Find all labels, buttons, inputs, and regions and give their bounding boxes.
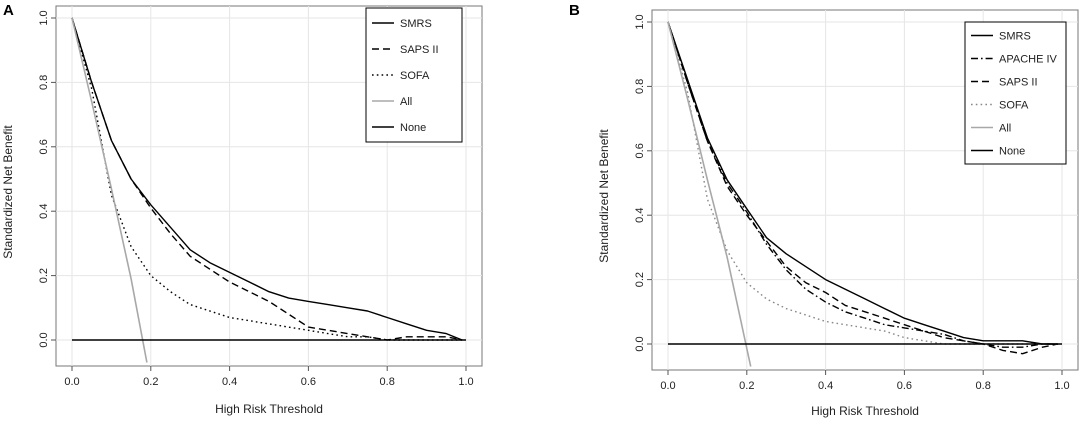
series-line-saps-ii (71, 17, 463, 341)
legend-label-none: None (999, 146, 1025, 158)
x-tick-label: 0.6 (897, 380, 912, 392)
x-tick-label: 0.0 (660, 380, 675, 392)
panel-a: 0.0 0.2 0.4 0.6 0.8 1.0 0.0 0.2 0.4 0.6 0.8 1.0 High… (1, 5, 483, 416)
y-axis-title: Standardized Net Benefit (1, 125, 15, 259)
y-tick-label: 0.4 (38, 204, 50, 219)
x-axis-title: High Risk Threshold (811, 404, 919, 418)
legend-label-smrs: SMRS (400, 18, 432, 30)
series-line-all (667, 21, 752, 367)
y-tick-label: 0.6 (38, 139, 50, 154)
y-tick-label: 1.0 (38, 10, 50, 25)
plot-frame (55, 5, 483, 367)
series-line-smrs (667, 21, 1059, 345)
legend-label-saps-ii: SAPS II (999, 77, 1038, 89)
legend-label-sofa: SOFA (400, 70, 430, 82)
y-tick-label: 1.0 (634, 14, 646, 29)
x-tick-label: 0.4 (222, 376, 237, 388)
series-line-apache-iv (667, 21, 1059, 348)
x-tick-label: 0.4 (818, 380, 833, 392)
legend-box (964, 21, 1067, 165)
legend-label-sofa: SOFA (999, 100, 1029, 112)
panel-label-a: A (3, 2, 14, 19)
y-tick-label: 0.8 (634, 79, 646, 94)
y-tick-label: 0.0 (634, 336, 646, 351)
x-tick-label: 1.0 (458, 376, 473, 388)
y-tick-label: 0.8 (38, 75, 50, 90)
y-tick-label: 0.2 (634, 272, 646, 287)
x-tick-label: 1.0 (1054, 380, 1069, 392)
x-tick-label: 0.0 (64, 376, 79, 388)
legend-label-none: None (400, 122, 426, 134)
x-tick-label: 0.2 (739, 380, 754, 392)
panel-b: 0.0 0.2 0.4 0.6 0.8 1.0 0.0 0.2 0.4 0.6 0.8 1.0 High… (597, 9, 1079, 418)
series-line-all (71, 17, 148, 363)
x-tick-label: 0.8 (976, 380, 991, 392)
x-tick-label: 0.6 (301, 376, 316, 388)
plot-frame (651, 9, 1079, 371)
legend-label-all: All (999, 123, 1011, 135)
panel-label-b: B (569, 2, 580, 19)
series-line-sofa (667, 21, 1059, 345)
x-tick-label: 0.2 (143, 376, 158, 388)
legend-label-apache-iv: APACHE IV (999, 54, 1058, 66)
legend-label-all: All (400, 96, 412, 108)
legend-label-saps-ii: SAPS II (400, 44, 439, 56)
y-tick-label: 0.6 (634, 143, 646, 158)
y-tick-label: 0.4 (634, 208, 646, 223)
y-axis-title: Standardized Net Benefit (597, 129, 611, 263)
y-tick-label: 0.2 (38, 268, 50, 283)
x-axis-title: High Risk Threshold (215, 402, 323, 416)
series-line-saps-ii (667, 21, 1059, 355)
y-tick-label: 0.0 (38, 332, 50, 347)
legend-label-smrs: SMRS (999, 31, 1031, 43)
x-tick-label: 0.8 (380, 376, 395, 388)
